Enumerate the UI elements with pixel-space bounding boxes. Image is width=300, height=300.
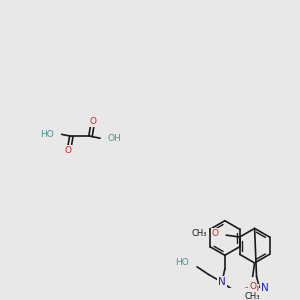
Text: HO: HO xyxy=(40,130,54,139)
Text: CH₃: CH₃ xyxy=(245,292,260,300)
Text: O: O xyxy=(65,146,72,155)
Text: CH₃: CH₃ xyxy=(191,229,207,238)
Text: O: O xyxy=(90,117,97,126)
Text: N: N xyxy=(261,283,269,293)
Text: O: O xyxy=(212,229,218,238)
Text: O: O xyxy=(251,285,258,294)
Text: HO: HO xyxy=(176,259,189,268)
Text: N: N xyxy=(218,277,226,287)
Text: OH: OH xyxy=(108,134,122,143)
Text: O: O xyxy=(249,282,256,291)
